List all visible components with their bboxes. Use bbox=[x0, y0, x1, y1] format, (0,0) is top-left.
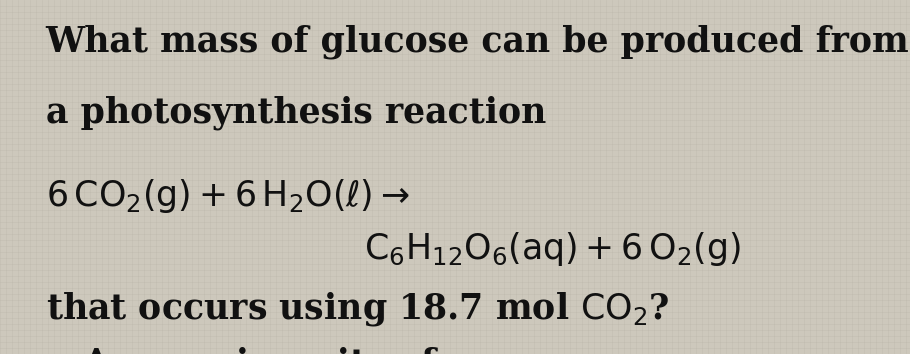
Text: that occurs using 18.7 mol $\mathrm{CO_2}$?: that occurs using 18.7 mol $\mathrm{CO_2… bbox=[46, 290, 669, 328]
Text: a photosynthesis reaction: a photosynthesis reaction bbox=[46, 96, 546, 130]
Text: What mass of glucose can be produced from: What mass of glucose can be produced fro… bbox=[46, 25, 909, 59]
Text: Answer in units of  g.: Answer in units of g. bbox=[82, 347, 497, 354]
Text: $\mathrm{C_6H_{12}O_6(aq)} + 6\,\mathrm{O_2(g)}$: $\mathrm{C_6H_{12}O_6(aq)} + 6\,\mathrm{… bbox=[364, 230, 741, 268]
Text: $6\,\mathrm{CO_2(g)} + 6\,\mathrm{H_2O}(\ell) \rightarrow$: $6\,\mathrm{CO_2(g)} + 6\,\mathrm{H_2O}(… bbox=[46, 177, 410, 215]
